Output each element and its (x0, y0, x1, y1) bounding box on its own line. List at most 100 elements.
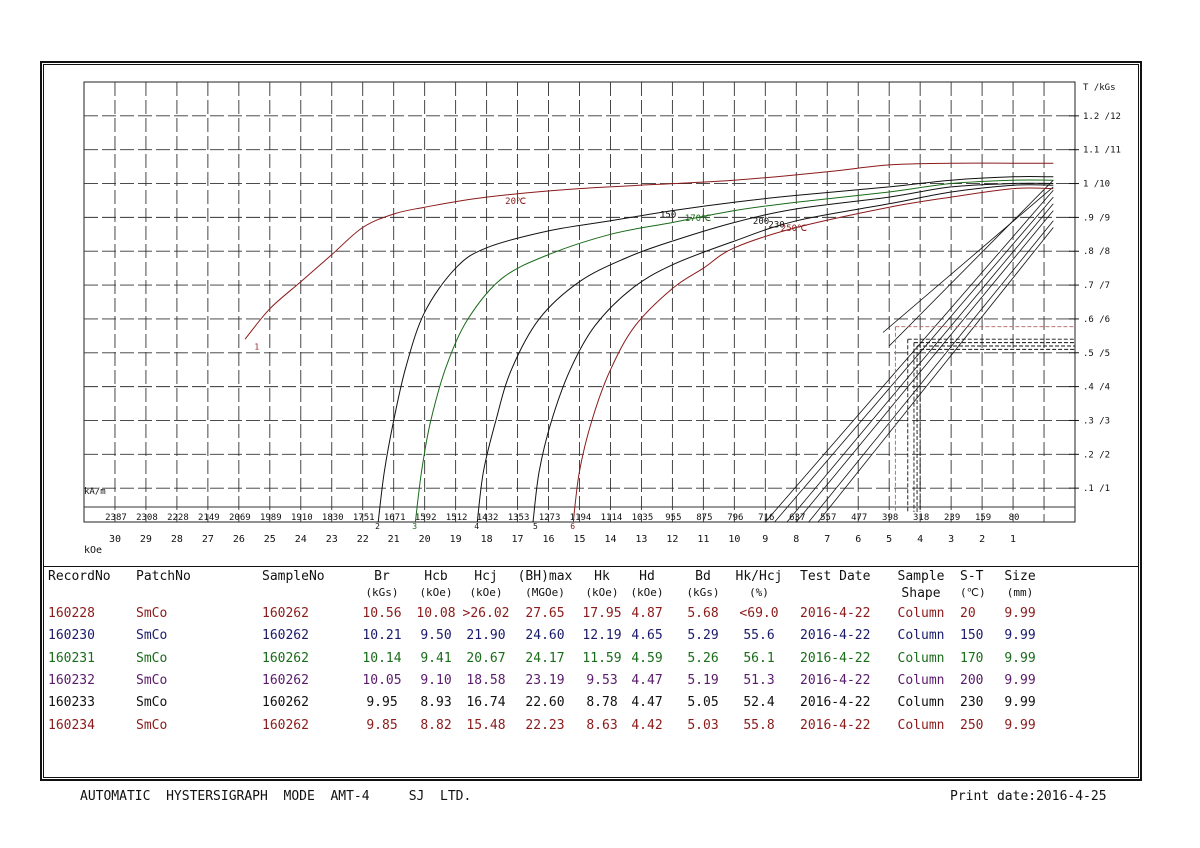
table-cell: 160262 (262, 695, 309, 711)
table-cell: >26.02 (462, 606, 510, 621)
table-cell: 4.47 (631, 695, 663, 711)
x-tick-label: 17 (512, 534, 524, 545)
x-tick-label: 12 (666, 534, 678, 545)
x2-tick-label: 557 (820, 513, 836, 523)
x-tick-label: 3 (948, 534, 954, 545)
table-cell: 16.74 (466, 695, 506, 711)
y-tick-label: 1.2 /12 (1083, 112, 1121, 122)
x2-tick-label: 1512 (446, 513, 468, 523)
table-cell: 150 (960, 628, 984, 644)
x-tick-label: 14 (604, 534, 616, 545)
x-tick-label: 26 (233, 534, 245, 545)
table-cell: 2016-4-22 (800, 650, 871, 666)
table-cell: 200 (960, 672, 984, 688)
series-curve (572, 187, 1054, 523)
column-header: (BH)max (517, 569, 573, 584)
demagnetization-curve-chart: 3023872923082822282721492620692519892419… (83, 81, 1121, 556)
table-cell: 160262 (262, 628, 309, 644)
table-cell: 20 (960, 606, 976, 621)
x-tick-label: 13 (635, 534, 647, 545)
column-header: Size (1004, 569, 1036, 584)
table-cell: 160262 (262, 650, 309, 666)
x-tick-label: 22 (357, 534, 369, 545)
table-cell: SmCo (136, 695, 168, 711)
x-tick-label: 29 (140, 534, 152, 545)
x-tick-label: 15 (573, 534, 585, 545)
x2-tick-label: 716 (758, 513, 774, 523)
table-cell: 160231 (48, 650, 95, 666)
series-curve (532, 184, 1054, 523)
table-cell: 160230 (48, 628, 95, 644)
table-cell: 8.63 (586, 717, 618, 733)
load-line (808, 220, 1054, 523)
table-cell: 4.65 (631, 628, 663, 644)
x-tick-label: 6 (855, 534, 861, 545)
x2-tick-label: 875 (696, 513, 712, 523)
x2-tick-label: 1432 (477, 513, 499, 523)
chart-table-divider (43, 566, 1139, 567)
table-cell: Column (897, 650, 945, 666)
x-tick-label: 18 (481, 534, 493, 545)
table-cell: 8.82 (420, 717, 452, 733)
load-line (764, 190, 1054, 523)
y-tick-label: .4 /4 (1083, 383, 1110, 393)
x-tick-label: 19 (450, 534, 462, 545)
x-tick-label: 25 (264, 534, 276, 545)
table-cell: 56.1 (743, 650, 775, 666)
series-layer: 20℃ 1 150 2 170℃ 3 200 4 230 5 250℃ 6 (244, 162, 1054, 531)
column-header: Test Date (800, 569, 871, 584)
column-unit: (kOe) (585, 586, 619, 599)
x-tick-label: 20 (419, 534, 431, 545)
x2-tick-label: 1273 (539, 513, 561, 523)
table-cell: 21.90 (466, 628, 506, 644)
table-cell: 9.41 (420, 650, 452, 666)
y-tick-label: 1.1 /11 (1083, 146, 1121, 156)
table-cell: 9.99 (1004, 650, 1036, 666)
x2-tick-label: 1035 (632, 513, 654, 523)
load-line (774, 196, 1054, 523)
y-axis-label: T /kGs (1083, 83, 1116, 93)
load-lines (764, 179, 1054, 523)
x-tick-label: 27 (202, 534, 214, 545)
table-cell: Column (897, 628, 945, 644)
series-marker-label: 1 (254, 342, 259, 351)
table-cell: Column (897, 606, 945, 621)
load-line (882, 186, 1054, 333)
table-cell: 17.95 (582, 606, 622, 621)
table-cell: 9.99 (1004, 628, 1036, 644)
table-cell: Column (897, 695, 945, 711)
x2-tick-label: 477 (851, 513, 867, 523)
table-cell: 11.59 (582, 650, 622, 666)
table-cell: 20.67 (466, 650, 506, 666)
table-cell: 5.29 (687, 628, 719, 644)
x2-tick-label: 1671 (384, 513, 406, 523)
column-header: SampleNo (262, 569, 325, 584)
table-cell: 9.10 (420, 672, 452, 688)
table-cell: 5.68 (687, 606, 719, 621)
x2-tick-label: 2149 (198, 513, 220, 523)
x2-tick-label: 2069 (229, 513, 251, 523)
series-marker-label: 3 (412, 522, 417, 531)
x2-tick-label: 955 (665, 513, 681, 523)
x2-tick-label: 1751 (353, 513, 375, 523)
table-cell: 9.99 (1004, 606, 1036, 621)
table-cell: 23.19 (525, 672, 565, 688)
table-cell: 2016-4-22 (800, 672, 871, 688)
table-cell: SmCo (136, 628, 168, 644)
table-cell: 4.59 (631, 650, 663, 666)
x-tick-label: 11 (697, 534, 709, 545)
table-cell: 9.99 (1004, 672, 1036, 688)
column-unit: (kGs) (365, 586, 399, 599)
knee-point-markers (894, 326, 1075, 512)
x-tick-label: 9 (762, 534, 768, 545)
table-cell: 160262 (262, 672, 309, 688)
series-label: 200 (753, 217, 769, 227)
table-cell: 10.56 (362, 606, 402, 621)
table-cell: 160228 (48, 606, 95, 621)
x2-tick-label: 2228 (167, 513, 189, 523)
table-cell: 160234 (48, 717, 95, 733)
series-marker-label: 2 (375, 522, 380, 531)
x2-tick-label: 318 (913, 513, 929, 523)
column-header: PatchNo (136, 569, 191, 584)
table-cell: 160262 (262, 606, 309, 621)
